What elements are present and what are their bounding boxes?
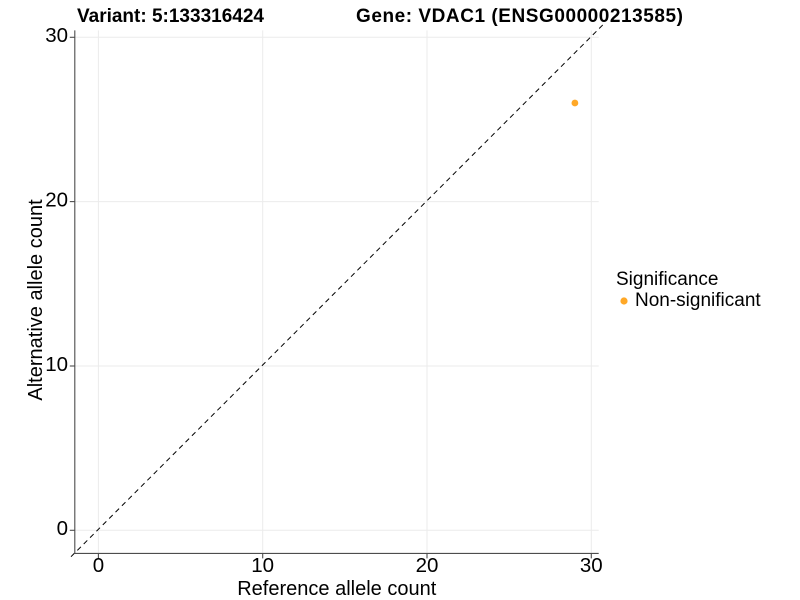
svg-text:10: 10	[251, 554, 274, 577]
svg-text:30: 30	[580, 554, 603, 577]
svg-text:10: 10	[45, 353, 68, 376]
svg-text:0: 0	[57, 517, 68, 540]
svg-text:30: 30	[45, 24, 68, 47]
svg-text:20: 20	[45, 188, 68, 211]
svg-text:Reference allele count: Reference allele count	[237, 578, 436, 600]
svg-text:Alternative allele count: Alternative allele count	[25, 199, 47, 401]
svg-text:0: 0	[93, 554, 104, 577]
svg-text:Significance: Significance	[616, 269, 718, 290]
svg-text:20: 20	[416, 554, 439, 577]
svg-text:Non-significant: Non-significant	[635, 290, 761, 311]
